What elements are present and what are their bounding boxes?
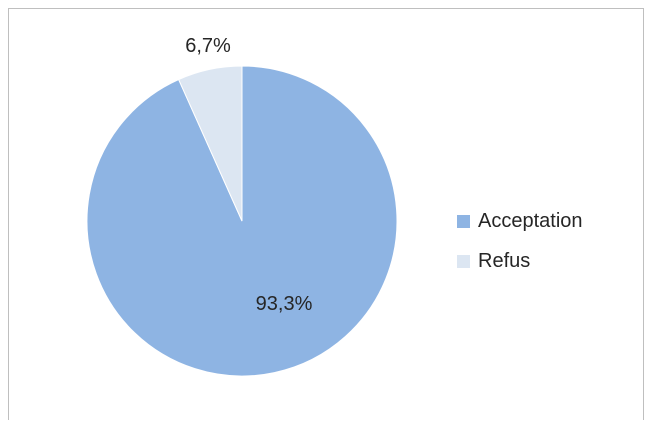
pie-slice-refus	[177, 65, 243, 222]
legend-item-acceptation: Acceptation	[457, 201, 583, 241]
legend-label-refus: Refus	[478, 249, 531, 272]
data-label-refus: 6,7%	[185, 35, 231, 57]
data-label-acceptation: 93,3%	[256, 293, 313, 315]
legend-swatch-refus	[457, 254, 470, 268]
legend-swatch-acceptation	[457, 214, 470, 228]
legend-item-refus: Refus	[457, 241, 583, 281]
legend: Acceptation Refus	[457, 201, 583, 281]
legend-label-acceptation: Acceptation	[478, 209, 583, 232]
